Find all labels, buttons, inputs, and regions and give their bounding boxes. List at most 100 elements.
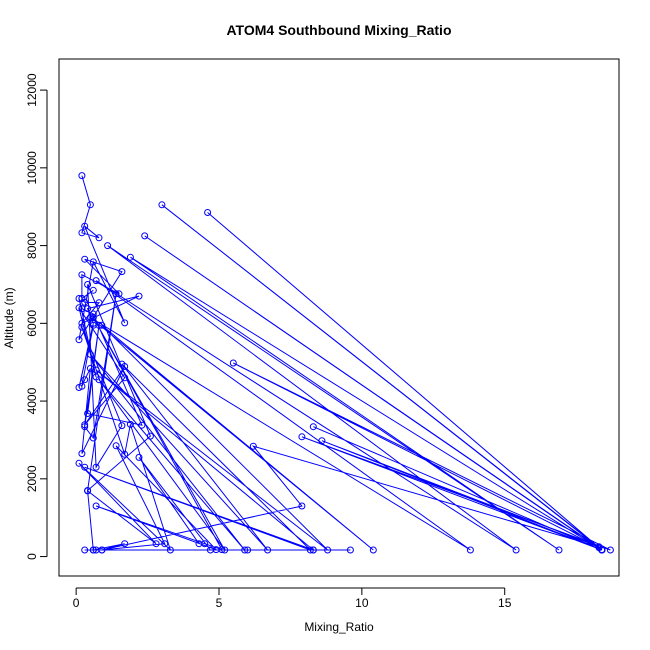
- data-point: [309, 546, 317, 554]
- data-point: [118, 360, 126, 368]
- data-point: [218, 546, 226, 554]
- data-point: [298, 502, 306, 510]
- y-axis-label: Altitude (m): [2, 287, 16, 348]
- data-point: [89, 314, 97, 321]
- data-point: [346, 546, 354, 554]
- data-point: [324, 546, 332, 554]
- data-point: [81, 376, 89, 384]
- data-point: [98, 321, 106, 329]
- data-point: [78, 271, 86, 279]
- data-point: [84, 281, 92, 288]
- data-series: [75, 172, 614, 554]
- y-tick-label: 8000: [25, 232, 39, 259]
- data-point: [118, 268, 126, 276]
- data-point: [161, 540, 169, 548]
- data-point: [138, 421, 146, 429]
- x-axis-label: Mixing_Ratio: [304, 620, 374, 634]
- data-point: [92, 366, 100, 374]
- data-point: [78, 450, 86, 458]
- data-point: [89, 434, 97, 442]
- data-point: [81, 546, 89, 554]
- data-point: [81, 421, 89, 429]
- data-point: [298, 433, 306, 441]
- data-point: [206, 546, 214, 554]
- x-axis: 0 5 10 15: [73, 587, 512, 610]
- data-point: [126, 253, 134, 261]
- data-point: [78, 382, 86, 390]
- data-point: [241, 546, 249, 554]
- y-tick-label: 0: [25, 553, 39, 560]
- data-point: [84, 487, 92, 495]
- data-point: [141, 232, 149, 240]
- data-point: [146, 432, 154, 440]
- data-point: [92, 277, 100, 285]
- y-tick-label: 6000: [25, 310, 39, 337]
- data-point: [86, 201, 94, 209]
- data-point: [244, 546, 252, 554]
- data-point: [249, 442, 257, 450]
- data-point: [309, 423, 317, 431]
- data-point: [158, 201, 166, 209]
- data-point: [135, 292, 143, 300]
- data-point: [81, 255, 89, 263]
- data-point: [115, 290, 123, 298]
- data-point: [75, 295, 83, 302]
- data-point: [264, 546, 272, 554]
- data-point: [81, 463, 89, 471]
- data-point: [121, 319, 129, 327]
- data-point: [229, 359, 237, 367]
- data-point: [121, 450, 129, 458]
- x-tick-label: 0: [73, 596, 80, 610]
- y-tick-label: 4000: [25, 387, 39, 414]
- data-point: [75, 304, 83, 312]
- data-point: [512, 546, 520, 554]
- data-point: [86, 350, 94, 358]
- data-point: [221, 546, 229, 554]
- data-point: [152, 540, 160, 548]
- data-point: [92, 546, 100, 554]
- data-point: [121, 540, 129, 548]
- data-point: [84, 410, 92, 417]
- data-point: [195, 540, 203, 548]
- data-point: [466, 546, 474, 554]
- data-point: [126, 420, 134, 428]
- x-tick-label: 10: [355, 596, 369, 610]
- data-point: [95, 299, 103, 307]
- data-point: [369, 546, 377, 554]
- plot-frame: [58, 58, 620, 577]
- data-point: [104, 242, 112, 250]
- data-point: [81, 298, 89, 306]
- data-point: [89, 286, 97, 294]
- data-point: [95, 321, 103, 329]
- data-point: [135, 453, 143, 461]
- data-point: [78, 319, 86, 327]
- chart-title: ATOM4 Southbound Mixing_Ratio: [226, 22, 451, 38]
- data-point: [78, 305, 86, 313]
- data-point: [118, 422, 126, 430]
- data-point: [89, 258, 97, 266]
- y-tick-label: 12000: [25, 73, 39, 107]
- data-point: [81, 423, 89, 431]
- data-point: [86, 314, 94, 321]
- data-point: [95, 376, 103, 384]
- data-point: [75, 336, 83, 344]
- y-tick-label: 2000: [25, 465, 39, 492]
- data-point: [112, 290, 120, 298]
- data-point: [75, 459, 83, 467]
- data-point: [166, 546, 174, 554]
- x-tick-label: 15: [498, 596, 512, 610]
- data-point: [78, 229, 86, 237]
- data-point: [606, 546, 614, 554]
- y-tick-label: 10000: [25, 151, 39, 185]
- data-point: [89, 546, 97, 554]
- data-point: [204, 209, 212, 216]
- data-point: [81, 222, 89, 230]
- data-point: [92, 502, 100, 510]
- data-point: [78, 172, 86, 180]
- data-point: [78, 323, 86, 331]
- data-point: [555, 546, 563, 554]
- data-point: [95, 234, 103, 242]
- series-line: [78, 175, 611, 551]
- data-point: [306, 546, 314, 554]
